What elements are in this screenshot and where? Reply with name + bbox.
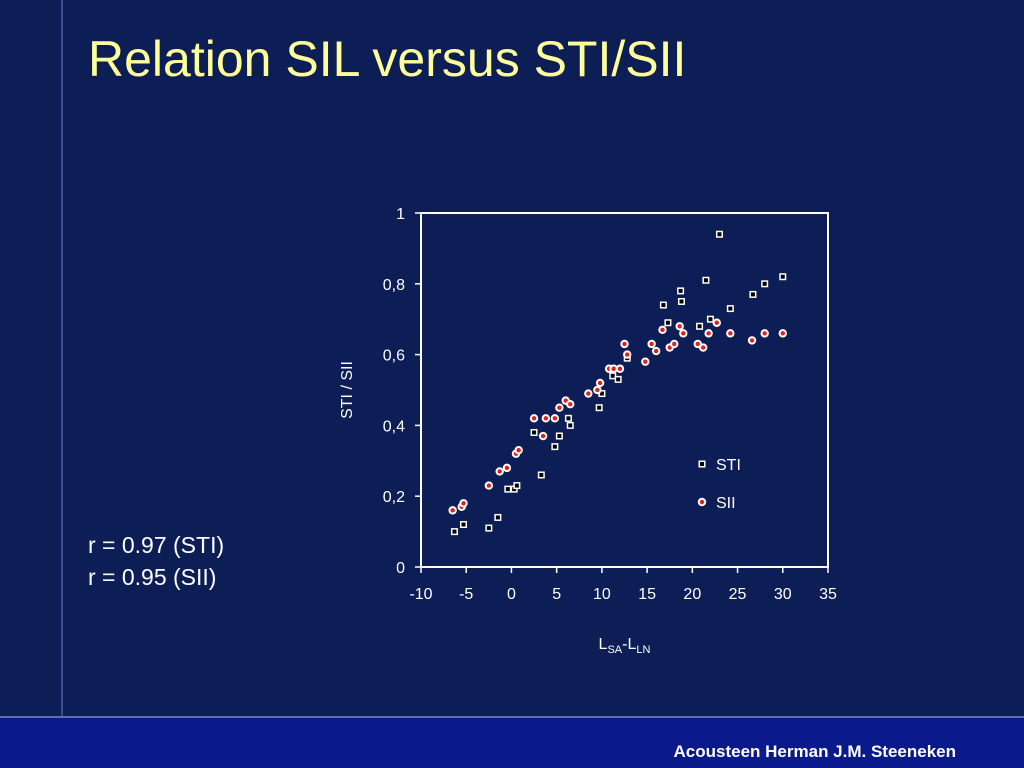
sti-point (566, 416, 571, 421)
sii-point (450, 508, 455, 513)
sii-point (681, 331, 686, 336)
sii-point (625, 352, 630, 357)
sti-point (597, 405, 602, 410)
sii-point (622, 341, 627, 347)
sti-point (486, 526, 491, 531)
sii-point (706, 331, 711, 336)
slide-title: Relation SIL versus STI/SII (88, 31, 687, 87)
sii-point (617, 366, 623, 371)
sti-point (717, 232, 722, 237)
sii-point (660, 327, 665, 333)
sti-point (703, 278, 708, 283)
sii-point (695, 341, 700, 347)
sii-point (728, 331, 733, 336)
sti-point (539, 472, 544, 477)
sii-point (543, 416, 549, 421)
x-tick-label: 10 (593, 586, 611, 603)
sii-point (700, 345, 706, 350)
y-tick-label: 0,4 (383, 418, 405, 435)
sti-point (599, 391, 604, 396)
plot-frame (420, 212, 829, 568)
sti-point (728, 306, 733, 311)
sti-point (505, 487, 510, 492)
sii-point (780, 331, 785, 336)
sti-point (514, 483, 519, 488)
x-axis-label: LSA-LLN (599, 636, 651, 656)
sii-point (568, 401, 573, 407)
sii-point (516, 447, 521, 453)
sii-point (749, 338, 755, 343)
sti-point (750, 292, 755, 297)
sii-point (486, 483, 492, 488)
y-tick-label: 0,2 (383, 489, 405, 506)
sti-point (552, 444, 557, 449)
sii-point (557, 405, 562, 410)
sti-point (697, 324, 702, 329)
sii-point (461, 501, 466, 506)
x-tick-label: 30 (774, 586, 792, 603)
sti-point (762, 281, 767, 286)
sti-point (452, 529, 457, 534)
x-tick-label: 15 (638, 586, 656, 603)
left-divider-line (61, 0, 63, 716)
legend-sti-marker (700, 462, 704, 466)
y-tick-label: 1 (396, 206, 405, 223)
x-tick-label: 25 (729, 586, 747, 603)
sii-point (595, 387, 600, 393)
sii-point (677, 324, 682, 329)
sti-point (557, 434, 562, 439)
sii-point (504, 465, 510, 471)
sii-point (552, 416, 558, 421)
sii-point (540, 433, 546, 439)
sti-point (708, 317, 713, 322)
x-tick-label: 0 (507, 586, 516, 603)
sti-point (616, 377, 621, 382)
sii-point (762, 331, 767, 336)
y-tick-label: 0 (396, 560, 405, 577)
sti-point (568, 423, 573, 428)
footer-bar: Acousteen Herman J.M. Steeneken (0, 716, 1024, 768)
sii-point (672, 341, 677, 347)
sti-point (780, 274, 785, 279)
x-tick-label: 5 (552, 586, 561, 603)
legend-sti-label: STI (716, 457, 741, 474)
legend-sii-label: SII (716, 495, 736, 512)
sii-point (531, 416, 537, 421)
sti-point (679, 299, 684, 304)
sii-point (643, 359, 648, 364)
sii-point (586, 391, 591, 396)
footer-author: Acousteen Herman J.M. Steeneken (673, 742, 956, 761)
correlation-sii: r = 0.95 (SII) (88, 564, 217, 590)
legend-sii-marker (699, 499, 705, 505)
x-tick-label: 35 (819, 586, 837, 603)
y-tick-label: 0,6 (383, 348, 405, 365)
y-axis-label: STI / SII (339, 361, 356, 419)
sti-point (661, 303, 666, 308)
sti-point (678, 288, 683, 293)
y-tick-label: 0,8 (383, 277, 405, 294)
sii-point (653, 348, 659, 354)
sti-point (610, 373, 615, 378)
sii-point (497, 469, 502, 474)
sti-point (461, 522, 466, 527)
sii-point (611, 366, 616, 371)
sti-point (495, 515, 500, 520)
sii-point (597, 380, 603, 386)
sti-point (532, 430, 537, 435)
sii-point (649, 341, 654, 347)
sii-point (563, 398, 568, 403)
sti-point (512, 487, 517, 492)
sii-point (667, 345, 672, 350)
sii-point (714, 320, 719, 325)
x-tick-label: -5 (459, 586, 473, 603)
sti-point (665, 320, 670, 325)
scatter-chart: -10 -5 0 5 10 15 20 25 30 35 0 0,2 0,4 0,6 0,8 1 STI / S… (339, 206, 837, 656)
correlation-sti: r = 0.97 (STI) (88, 532, 225, 558)
x-tick-label: 20 (683, 586, 701, 603)
x-tick-label: -10 (409, 586, 432, 603)
